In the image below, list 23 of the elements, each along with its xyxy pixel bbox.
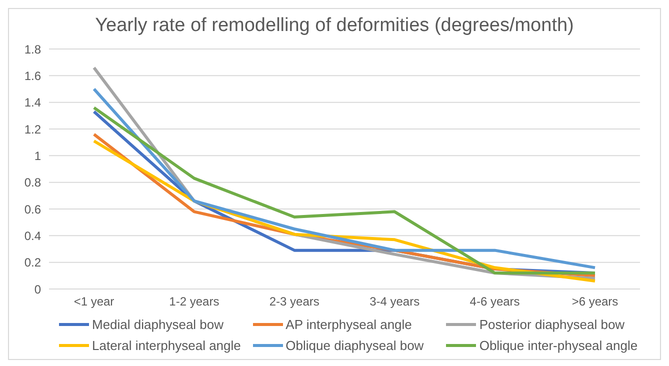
chart-title: Yearly rate of remodelling of deformities (degrees/month) [94, 15, 575, 38]
y-tick-label: 1.8 [24, 42, 42, 56]
y-tick-label: 0.6 [24, 202, 42, 216]
x-tick-label: 2-3 years [269, 294, 320, 309]
y-tick-label: 1 [34, 148, 42, 163]
legend-label: Posterior diaphyseal bow [479, 317, 625, 332]
y-tick-label: 0.8 [24, 176, 42, 190]
x-tick-label: 1-2 years [169, 294, 220, 309]
y-tick-label: 1.6 [24, 68, 42, 83]
legend-label: Oblique diaphyseal bow [286, 338, 424, 353]
legend-label: Medial diaphyseal bow [92, 317, 224, 332]
y-tick-label: 1.4 [24, 96, 42, 110]
y-tick-label: 0.4 [24, 228, 42, 243]
legend-label: Lateral interphyseal angle [92, 338, 241, 353]
y-tick-label: 1.2 [24, 122, 42, 136]
legend-label: AP interphyseal angle [286, 317, 412, 332]
x-tick-label: 3-4 years [370, 294, 420, 309]
legend-label: Oblique inter-physeal angle [479, 338, 638, 353]
x-tick-label: >6 years [572, 294, 618, 309]
x-tick-label: <1 year [74, 294, 114, 309]
y-tick-label: 0 [34, 282, 42, 296]
y-tick-label: 0.2 [24, 256, 42, 270]
x-tick-label: 4-6 years [470, 294, 520, 309]
